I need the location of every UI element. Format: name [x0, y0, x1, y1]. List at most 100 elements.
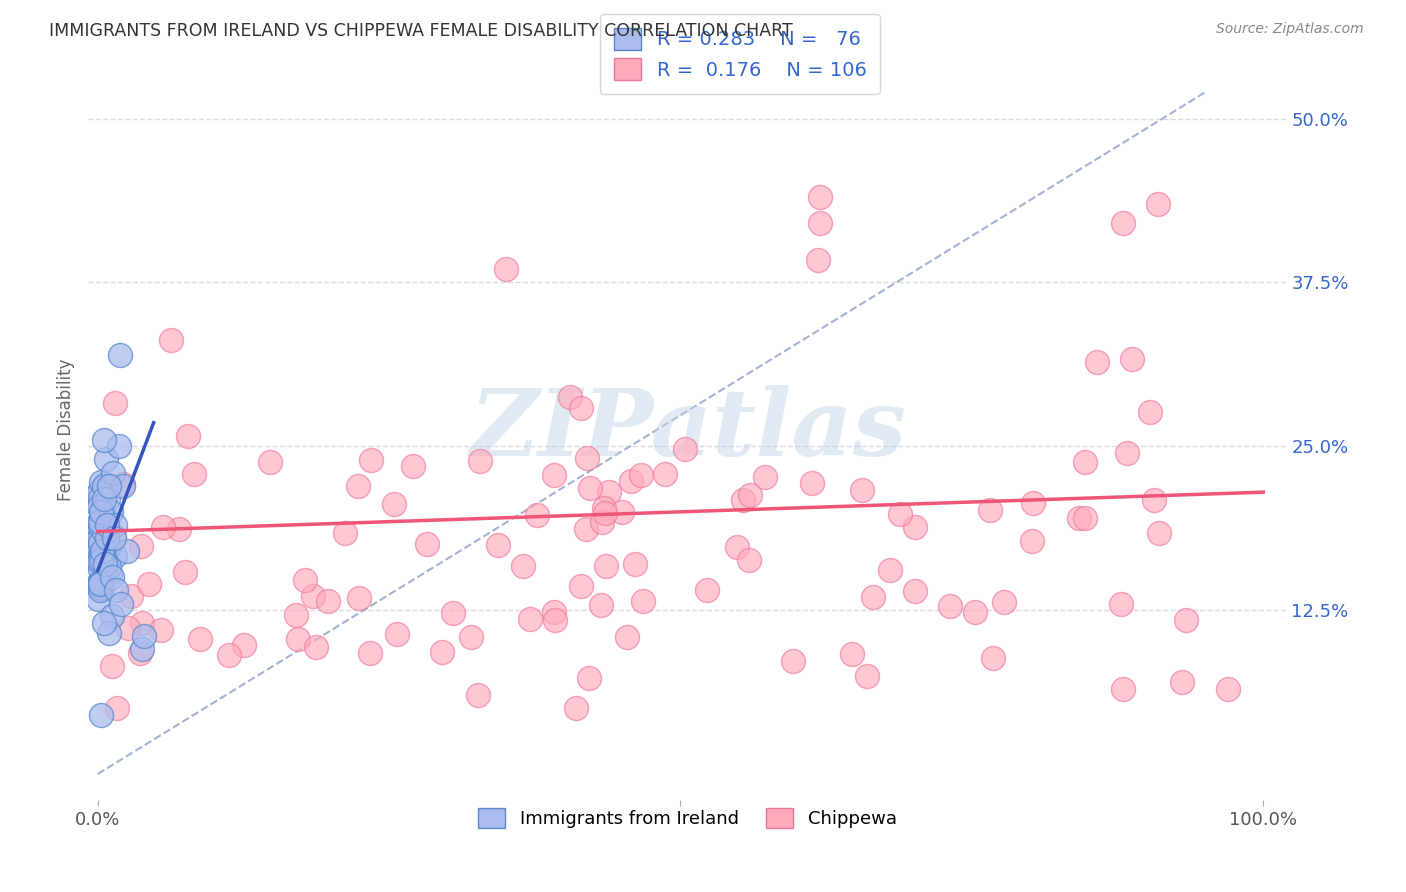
Point — [460, 630, 482, 644]
Point — [93, 558, 115, 572]
Point — [89, 535, 111, 549]
Point — [174, 565, 197, 579]
Point — [1121, 352, 1143, 367]
Point — [285, 607, 308, 622]
Point — [90, 533, 112, 547]
Point — [112, 478, 135, 492]
Point — [564, 701, 586, 715]
Point — [103, 531, 125, 545]
Point — [598, 485, 620, 500]
Point — [93, 478, 115, 492]
Point — [620, 474, 643, 488]
Point — [159, 333, 181, 347]
Point — [616, 630, 638, 644]
Point — [89, 574, 111, 589]
Point — [904, 584, 927, 599]
Point — [519, 612, 541, 626]
Point — [96, 523, 118, 537]
Point — [333, 525, 356, 540]
Point — [1175, 613, 1198, 627]
Point — [512, 558, 534, 573]
Point — [889, 507, 911, 521]
Point — [359, 646, 381, 660]
Point — [347, 591, 370, 605]
Point — [593, 501, 616, 516]
Point — [87, 531, 110, 545]
Point — [1069, 511, 1091, 525]
Point — [90, 517, 112, 532]
Point — [696, 582, 718, 597]
Point — [1112, 681, 1135, 696]
Point — [733, 493, 755, 508]
Point — [89, 519, 111, 533]
Point — [100, 608, 122, 623]
Point — [630, 468, 652, 483]
Point — [115, 544, 138, 558]
Point — [97, 559, 120, 574]
Point — [904, 520, 927, 534]
Point — [134, 629, 156, 643]
Point — [673, 442, 696, 457]
Point — [301, 590, 323, 604]
Text: IMMIGRANTS FROM IRELAND VS CHIPPEWA FEMALE DISABILITY CORRELATION CHART: IMMIGRANTS FROM IRELAND VS CHIPPEWA FEMA… — [49, 22, 793, 40]
Point — [569, 401, 592, 416]
Point — [89, 575, 111, 590]
Point — [90, 526, 112, 541]
Point — [94, 452, 117, 467]
Point — [468, 454, 491, 468]
Point — [1115, 446, 1137, 460]
Point — [90, 541, 112, 556]
Point — [91, 550, 114, 565]
Point — [981, 650, 1004, 665]
Point — [89, 515, 111, 529]
Point — [782, 654, 804, 668]
Point — [807, 252, 830, 267]
Point — [808, 217, 831, 231]
Point — [631, 594, 654, 608]
Point — [177, 428, 200, 442]
Point — [1147, 196, 1170, 211]
Point — [131, 642, 153, 657]
Point — [1021, 533, 1043, 548]
Point — [544, 613, 567, 627]
Point — [87, 546, 110, 560]
Point — [101, 466, 124, 480]
Point — [218, 648, 240, 662]
Point — [725, 541, 748, 555]
Point — [754, 470, 776, 484]
Point — [90, 517, 112, 532]
Point — [259, 455, 281, 469]
Point — [94, 563, 117, 577]
Point — [91, 549, 114, 563]
Legend: Immigrants from Ireland, Chippewa: Immigrants from Ireland, Chippewa — [471, 800, 904, 836]
Point — [495, 262, 517, 277]
Point — [105, 583, 128, 598]
Point — [624, 558, 647, 572]
Point — [167, 522, 190, 536]
Point — [96, 531, 118, 545]
Point — [90, 516, 112, 531]
Point — [441, 606, 464, 620]
Point — [939, 599, 962, 614]
Point — [87, 487, 110, 501]
Point — [97, 491, 120, 506]
Point — [93, 556, 115, 570]
Point — [150, 623, 173, 637]
Point — [97, 626, 120, 640]
Point — [1112, 217, 1135, 231]
Point — [89, 583, 111, 598]
Point — [91, 581, 114, 595]
Point — [89, 483, 111, 497]
Y-axis label: Female Disability: Female Disability — [58, 359, 75, 501]
Point — [100, 659, 122, 673]
Point — [89, 498, 111, 512]
Point — [129, 539, 152, 553]
Point — [93, 433, 115, 447]
Point — [104, 396, 127, 410]
Point — [808, 190, 831, 204]
Point — [105, 701, 128, 715]
Point — [430, 645, 453, 659]
Point — [841, 648, 863, 662]
Point — [89, 576, 111, 591]
Point — [96, 518, 118, 533]
